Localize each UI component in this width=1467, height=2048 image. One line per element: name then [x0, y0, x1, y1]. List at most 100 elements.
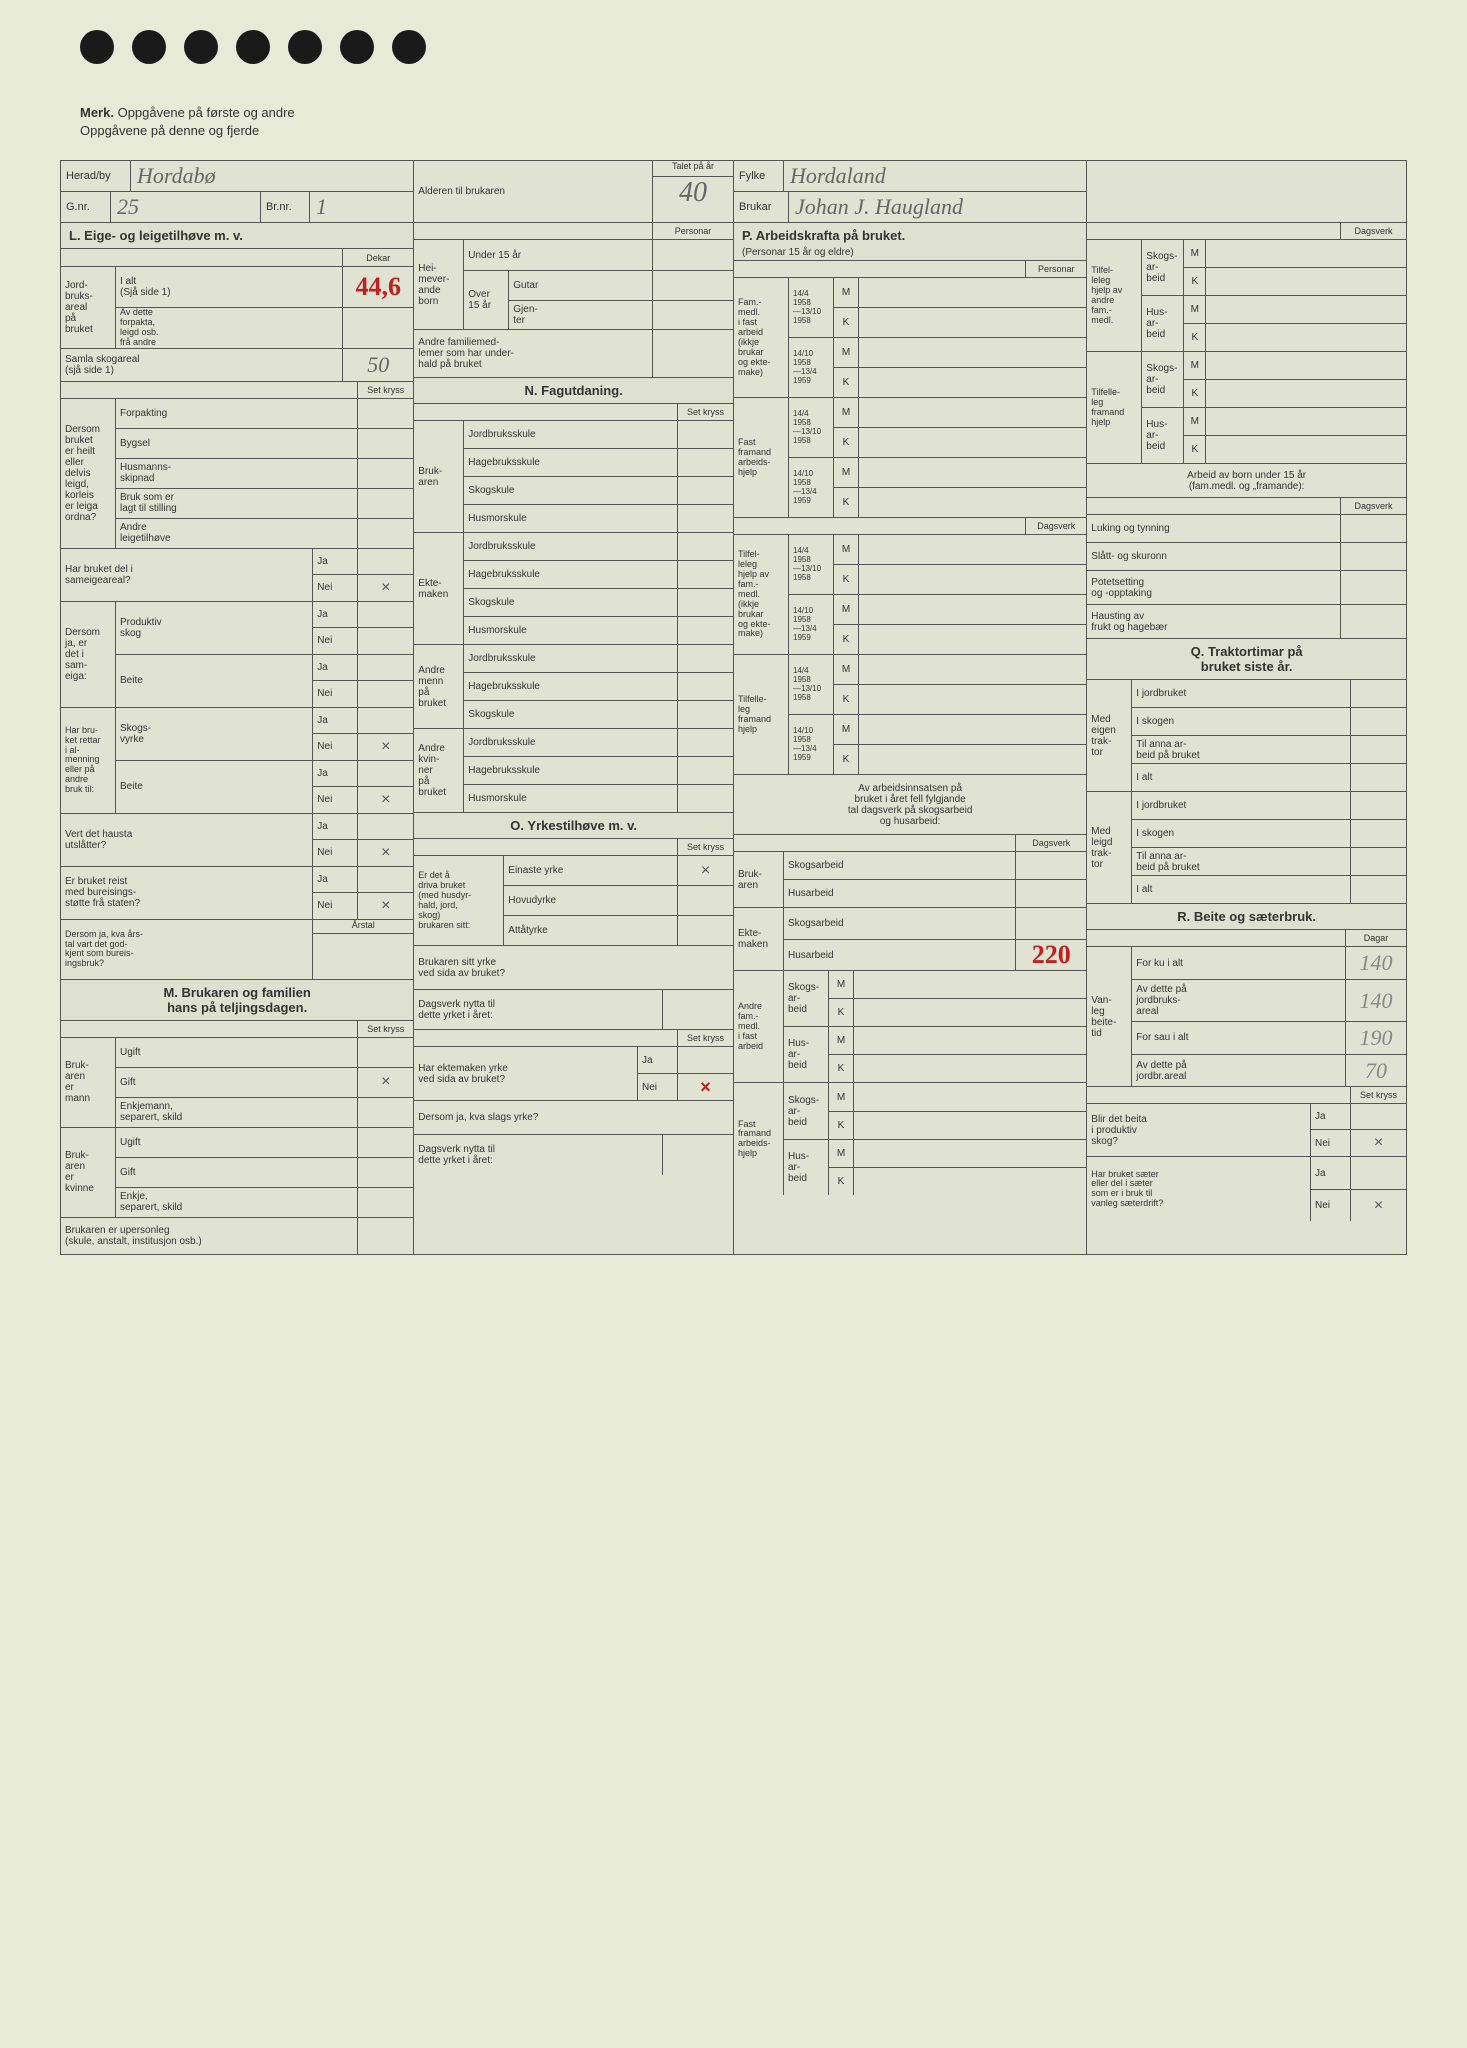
gift-x: ×	[358, 1068, 413, 1097]
arstal-label: Årstal	[313, 920, 413, 934]
ialt-label: I alt (Sjå side 1)	[116, 267, 343, 307]
tilfelle-framand2: Tilfelle- leg framand hjelp	[1087, 352, 1142, 463]
dersom-label: Dersom bruket er heilt eller delvis leig…	[61, 399, 116, 548]
brnr-value: 1	[310, 192, 413, 222]
brukaren-n: Bruk- aren	[414, 421, 464, 532]
ugift-k: Ugift	[116, 1128, 358, 1157]
dersomja-yrke: Dersom ja, kva slags yrke?	[414, 1101, 733, 1134]
avdette-jord2-val: 70	[1346, 1055, 1406, 1087]
beita-nei-x: ×	[1351, 1130, 1406, 1156]
skogsvyrke: Skogs- vyrke	[116, 708, 313, 760]
harekte: Har ektemaken yrke ved sida av bruket?	[414, 1047, 638, 1100]
potet: Potetsetting og -opptaking	[1087, 571, 1341, 604]
tilfelle-andre: Tilfel- leleg hjelp av andre fam.- medl.	[1087, 240, 1142, 351]
ekte-nei-x: ×	[678, 1074, 733, 1100]
nei-x4: ×	[358, 840, 413, 866]
hausting: Hausting av frukt og hagebær	[1087, 605, 1341, 638]
forsau: For sau i alt	[1132, 1022, 1346, 1054]
ugift-m: Ugift	[116, 1038, 358, 1067]
avdette-jord-val: 140	[1346, 980, 1406, 1021]
bruksom: Bruk som er lagt til stilling	[116, 489, 358, 518]
brnr-label: Br.nr.	[260, 192, 310, 222]
brukaren-yrke: Brukaren sitt yrke ved sida av bruket?	[414, 946, 733, 989]
forsau-val: 190	[1346, 1022, 1406, 1054]
medeigen: Med eigen trak- tor	[1087, 680, 1132, 791]
tilfelle-fam: Tilfel- leleg hjelp av fam.- medl. (ikkj…	[734, 535, 789, 654]
section-p-title: P. Arbeidskrafta på bruket. (Personar 15…	[734, 223, 1086, 261]
slatt: Slått- og skuronn	[1087, 543, 1341, 570]
medleigd: Med leigd trak- tor	[1087, 792, 1132, 903]
section-l-title: L. Eige- og leigetilhøve m. v.	[61, 223, 413, 249]
gift-m: Gift	[116, 1068, 358, 1097]
andrekvin: Andre kvin- ner på bruket	[414, 729, 464, 812]
beite2: Beite	[116, 761, 313, 813]
bureising-q: Er bruket reist med bureisings- støtte f…	[61, 867, 313, 919]
vert-q: Vert det hausta utslåtter?	[61, 814, 313, 866]
nei-x3: ×	[358, 787, 413, 813]
avdette-jord: Av dette på jordbruks- areal	[1132, 980, 1346, 1021]
andrefam2: Andre fam.- medl. i fast arbeid	[734, 971, 784, 1082]
avarbeid: Av arbeidsinnsatsen på bruket i året fel…	[734, 775, 1086, 834]
andremenn: Andre menn på bruket	[414, 645, 464, 728]
gnr-value: 25	[111, 192, 260, 222]
samla-label: Samla skogareal (sjå side 1)	[61, 349, 343, 381]
dagsverk1: Dagsverk nytta til dette yrket i året:	[414, 990, 663, 1029]
herad-value: Hordabø	[131, 161, 413, 191]
gift-k: Gift	[116, 1158, 358, 1187]
setkryss-n: Set kryss	[678, 404, 733, 420]
produktiv: Produktiv skog	[116, 602, 313, 654]
heime-label: Hei- mever- ande born	[414, 240, 464, 329]
dersomja-arstal: Dersom ja, kva års- tal vart det god- kj…	[61, 920, 313, 979]
hovudyrke: Hovudyrke	[504, 886, 678, 915]
punch-holes	[80, 30, 1407, 64]
talet-label: Talet på år	[653, 161, 733, 177]
avdette-label: Av dette forpakta, leigd osb. frå andre	[116, 308, 343, 348]
section-q-title: Q. Traktortimar på bruket siste år.	[1087, 639, 1406, 680]
tilfelle-framand: Tilfelle- leg framand hjelp	[734, 655, 789, 774]
section-n-title: N. Fagutdaning.	[414, 378, 733, 404]
fammedl: Fam.- medl. i fast arbeid (ikkje brukar …	[734, 278, 789, 397]
ektemaken-n: Ekte- maken	[414, 533, 464, 644]
ialt-value: 44,6	[343, 267, 413, 307]
harbruket-saeter: Har bruket sæter eller del i sæter som e…	[1087, 1157, 1311, 1221]
section-o-title: O. Yrkestilhøve m. v.	[414, 813, 733, 839]
andrefam: Andre familiemed- lemer som har under- h…	[414, 330, 653, 377]
talet-value: 40	[653, 177, 733, 222]
luking: Luking og tynning	[1087, 515, 1341, 542]
census-form: Herad/by Hordabø G.nr. 25 Br.nr. 1 L. Ei…	[60, 160, 1407, 1255]
setkryss-m: Set kryss	[358, 1021, 413, 1037]
brukar-value: Johan J. Haugland	[789, 192, 1086, 222]
gutar: Gutar	[509, 271, 653, 300]
ja-1: Ja	[313, 549, 358, 574]
forpakting: Forpakting	[116, 399, 358, 428]
sameige-q: Har bruket del i sameigeareal?	[61, 549, 313, 601]
blirdet: Blir det beita i produktiv skog?	[1087, 1104, 1311, 1156]
nei-x1: ×	[358, 575, 413, 601]
einaste-x: ×	[678, 856, 733, 885]
husmanns: Husmanns- skipnad	[116, 459, 358, 488]
setkryss-o: Set kryss	[678, 839, 733, 855]
brukaren-p: Bruk- aren	[734, 852, 784, 907]
upersonleg: Brukaren er upersonleg (skule, anstalt, …	[61, 1218, 358, 1254]
dagsverk2: Dagsverk nytta til dette yrket i året:	[414, 1135, 663, 1175]
brukaren-kvinne: Bruk- aren er kvinne	[61, 1128, 116, 1217]
beite1: Beite	[116, 655, 313, 707]
forku-val: 140	[1346, 947, 1406, 979]
section-m-title: M. Brukaren og familien hans på teljings…	[61, 980, 413, 1021]
fylke-value: Hordaland	[784, 161, 1086, 191]
erdet: Er det å driva bruket (med husdyr- hald,…	[414, 856, 504, 945]
over15: Over 15 år	[464, 271, 509, 330]
enkje-m: Enkjemann, separert, skild	[116, 1098, 358, 1127]
merk-note: Merk. Oppgåvene på første og andre Oppgå…	[80, 104, 1407, 140]
harbruket: Har bru- ket rettar i al- menning eller …	[61, 708, 116, 813]
under15: Under 15 år	[464, 240, 653, 269]
brukar-label: Brukar	[734, 192, 789, 222]
samla-value: 50	[343, 349, 413, 381]
dersom2: Dersom ja, er det i sam- eiga:	[61, 602, 116, 707]
brukaren-mann: Bruk- aren er mann	[61, 1038, 116, 1127]
fylke-label: Fylke	[734, 161, 784, 191]
vanleg: Van- leg beite- tid	[1087, 947, 1132, 1086]
alderen-label: Alderen til brukaren	[414, 161, 653, 222]
herad-label: Herad/by	[61, 161, 131, 191]
attatyrke: Attåtyrke	[504, 916, 678, 945]
